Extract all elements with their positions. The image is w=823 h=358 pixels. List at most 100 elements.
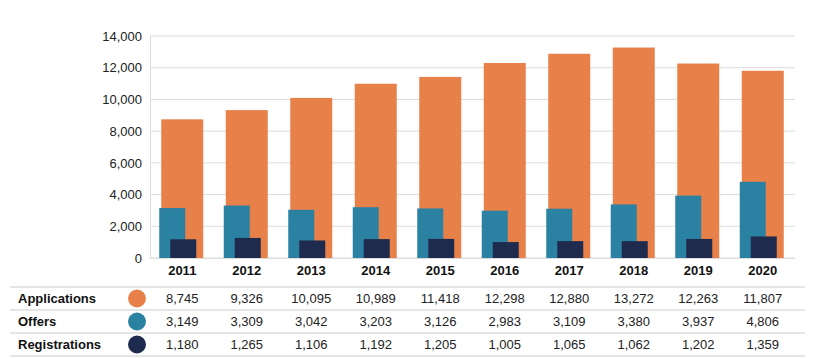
y-tick-label: 6,000 — [109, 156, 142, 171]
table-value: 1,202 — [682, 337, 715, 352]
y-tick: 10,000 — [102, 92, 150, 107]
table-value: 11,418 — [421, 291, 460, 306]
table-value: 11,807 — [743, 291, 782, 306]
y-tick: 0 — [135, 251, 150, 266]
x-tick-label: 2019 — [684, 263, 713, 278]
y-tick-label: 0 — [135, 251, 142, 266]
bar — [557, 241, 583, 258]
grid-line — [150, 36, 795, 37]
x-axis-line — [151, 258, 796, 259]
table-row: Registrations 1,180 1,265 1,106 1,192 1,205 1,… — [18, 336, 779, 354]
table-rule — [10, 333, 805, 334]
x-tick-label: 2015 — [426, 263, 455, 278]
table-value: 1,065 — [553, 337, 586, 352]
bar — [751, 236, 777, 258]
x-tick: 2017 — [555, 263, 584, 278]
bar — [364, 239, 390, 258]
y-tick-label: 8,000 — [109, 124, 142, 139]
table-value: 1,005 — [488, 337, 521, 352]
table-value: 3,126 — [424, 314, 457, 329]
x-tick: 2015 — [426, 263, 455, 278]
x-tick-label: 2014 — [361, 263, 391, 278]
bar — [299, 240, 325, 258]
x-tick: 2020 — [748, 263, 777, 278]
y-axis-line — [150, 37, 151, 259]
bar — [686, 239, 712, 258]
data-table: Applications 8,745 9,326 10,095 10,989 11,418… — [10, 287, 805, 356]
chart: 0 2,000 4,000 6,000 8,000 10,000 12,000 14,000 2… — [0, 0, 823, 358]
table-value: 1,265 — [230, 337, 263, 352]
x-tick: 2013 — [297, 263, 326, 278]
x-tick-label: 2012 — [232, 263, 261, 278]
table-value: 10,095 — [291, 291, 331, 306]
bar — [493, 242, 519, 258]
table-value: 10,989 — [356, 291, 396, 306]
table-rule — [10, 310, 805, 311]
table-value: 2,983 — [488, 314, 521, 329]
table-value: 3,109 — [553, 314, 586, 329]
series-name: Offers — [18, 314, 56, 329]
table-value: 1,062 — [617, 337, 650, 352]
y-tick: 2,000 — [109, 219, 150, 234]
y-tick-label: 4,000 — [109, 187, 142, 202]
table-value: 1,205 — [424, 337, 457, 352]
table-value: 3,309 — [230, 314, 263, 329]
legend-swatch — [128, 290, 146, 308]
x-tick: 2012 — [232, 263, 261, 278]
table-rule — [10, 356, 805, 357]
table-value: 12,298 — [485, 291, 525, 306]
table-value: 12,263 — [678, 291, 718, 306]
bar — [235, 238, 261, 258]
y-tick-label: 14,000 — [102, 29, 142, 44]
table-value: 8,745 — [166, 291, 199, 306]
table-row: Applications 8,745 9,326 10,095 10,989 11,418… — [18, 290, 782, 308]
y-tick-label: 12,000 — [102, 60, 142, 75]
x-tick-label: 2017 — [555, 263, 584, 278]
x-tick: 2018 — [619, 263, 648, 278]
x-tick-label: 2020 — [748, 263, 777, 278]
table-value: 3,380 — [617, 314, 650, 329]
series-bars — [159, 182, 766, 258]
x-tick: 2019 — [684, 263, 713, 278]
x-tick-label: 2018 — [619, 263, 648, 278]
x-tick: 2016 — [490, 263, 519, 278]
y-tick: 4,000 — [109, 187, 150, 202]
grid — [150, 36, 795, 258]
series-bars — [170, 236, 777, 258]
table-value: 9,326 — [230, 291, 263, 306]
x-tick-label: 2011 — [168, 263, 196, 278]
bar — [170, 239, 196, 258]
y-tick: 6,000 — [109, 156, 150, 171]
table-value: 3,149 — [166, 314, 199, 329]
table-rule — [10, 287, 805, 288]
bar — [428, 239, 454, 258]
legend-swatch — [128, 313, 146, 331]
table-value: 1,180 — [166, 337, 199, 352]
table-value: 1,106 — [295, 337, 328, 352]
x-tick: 2014 — [361, 263, 391, 278]
bar — [622, 241, 648, 258]
y-axis: 0 2,000 4,000 6,000 8,000 10,000 12,000 14,000 — [102, 29, 150, 266]
legend-swatch — [128, 336, 146, 354]
y-tick-label: 10,000 — [102, 92, 142, 107]
table-value: 4,806 — [746, 314, 779, 329]
y-tick: 8,000 — [109, 124, 150, 139]
table-value: 3,042 — [295, 314, 328, 329]
table-value: 12,880 — [549, 291, 589, 306]
y-tick-label: 2,000 — [109, 219, 142, 234]
y-tick: 12,000 — [102, 60, 150, 75]
x-axis: 2011 2012 2013 2014 2015 2016 2017 2018 2019 2020 — [151, 259, 796, 279]
table-value: 1,359 — [746, 337, 779, 352]
table-value: 3,203 — [359, 314, 392, 329]
x-tick-label: 2013 — [297, 263, 326, 278]
series-name: Registrations — [18, 337, 101, 352]
series-bars — [161, 48, 784, 258]
x-tick-label: 2016 — [490, 263, 519, 278]
y-tick: 14,000 — [102, 29, 150, 44]
table-row: Offers 3,149 3,309 3,042 3,203 3,126 2,983 3,10… — [18, 313, 779, 331]
series-name: Applications — [18, 291, 96, 306]
x-tick: 2011 — [168, 263, 196, 278]
bars — [159, 48, 784, 258]
table-value: 3,937 — [682, 314, 715, 329]
table-value: 1,192 — [359, 337, 392, 352]
